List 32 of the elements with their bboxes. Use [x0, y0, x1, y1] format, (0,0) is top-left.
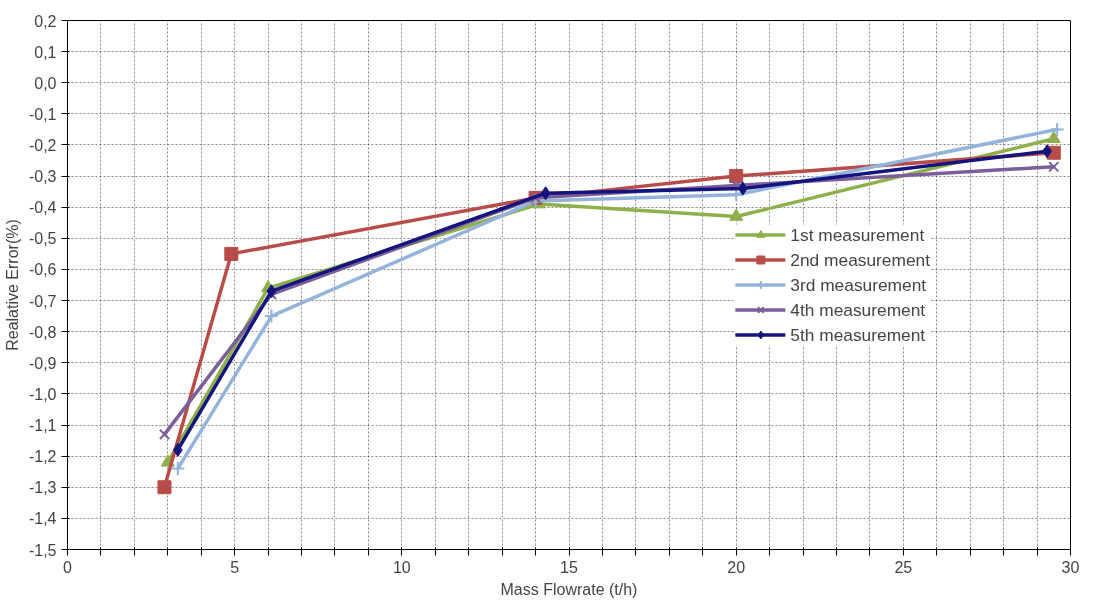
y-tick-label: -0,7	[28, 292, 57, 310]
y-tick-label: -1,0	[28, 385, 57, 403]
y-tick-label: -1,1	[28, 417, 57, 435]
y-tick-label: -1,5	[28, 541, 57, 559]
y-tick-label: -1,2	[28, 448, 57, 466]
y-tick-label: -1,4	[28, 510, 57, 528]
y-tick-label: -0,6	[28, 261, 57, 279]
legend-label: 5th measurement	[790, 324, 926, 345]
y-tick-label: -0,4	[28, 199, 57, 217]
legend-label: 1st measurement	[790, 224, 925, 245]
y-tick-label: 0,0	[34, 74, 57, 92]
y-tick-label: -1,3	[28, 479, 57, 497]
y-axis-title: Realative Error(%)	[3, 219, 21, 351]
legend-label: 3rd measurement	[790, 274, 927, 295]
y-tick-label: 0,1	[34, 43, 57, 61]
y-tick-label: -0,9	[28, 354, 57, 372]
y-tick-label: -0,5	[28, 230, 57, 248]
x-tick-label: 10	[392, 558, 411, 576]
x-axis-title: Mass Flowrate (t/h)	[500, 580, 638, 598]
y-tick-label: -0,3	[28, 168, 57, 186]
x-tick-label: 5	[230, 558, 240, 576]
x-tick-label: 15	[560, 558, 578, 576]
y-tick-label: -0,8	[28, 323, 57, 341]
y-tick-label: -0,2	[28, 136, 57, 154]
x-tick-label: 20	[727, 558, 746, 576]
x-tick-label: 25	[894, 558, 913, 576]
x-tick-label: 0	[63, 558, 73, 576]
legend-label: 2nd measurement	[790, 249, 930, 270]
legend-label: 4th measurement	[790, 299, 926, 320]
x-tick-label: 30	[1061, 558, 1080, 576]
y-tick-label: 0,2	[34, 12, 57, 30]
y-tick-label: -0,1	[28, 105, 57, 123]
